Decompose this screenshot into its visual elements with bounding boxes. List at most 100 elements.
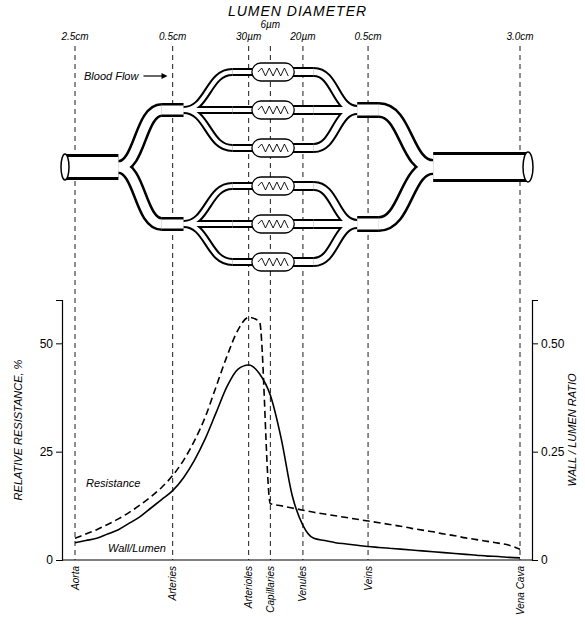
vessel-lumen [232,70,254,74]
vessel-lumen [184,72,233,110]
tick-label: 0.25 [541,445,565,459]
category-label: Veins [363,566,374,591]
tick-label: 0 [541,553,548,567]
y-axis-line [56,301,63,561]
vessel-lumen [292,183,314,189]
tick: 50 [40,337,62,351]
grid-line [172,46,173,560]
tick: 0 [532,553,548,567]
y2-axis-line [533,301,539,561]
vessel-wall [292,257,314,267]
series-label: Resistance [86,477,140,489]
tick-mark [56,343,62,344]
tick: 0.50 [532,337,565,351]
vessel-wall [292,105,314,115]
capillary-loops [258,68,288,76]
vessel-wall [162,217,184,231]
vessel-wall [292,143,314,153]
vessel-wall [292,181,314,191]
tick: 25 [40,445,62,459]
vessel-wall [314,72,357,110]
grid-line [75,46,76,560]
vessel-lumen [184,186,233,224]
vessel-lumen [292,221,314,227]
capillary-loops [258,144,288,152]
vessel-lumen [314,72,357,110]
diameter-label: 6µm [261,19,281,30]
vessel-lumen [292,145,314,151]
vessel-wall [232,258,254,266]
category-label: Capillaries [265,566,276,613]
vessel-lumen [232,260,254,264]
flow-arrow-head [161,73,167,79]
vessel-diagram [61,63,533,271]
vessel-wall [232,68,254,76]
diameter-label: 20µm [289,31,315,42]
vessel-wall [379,110,433,167]
grid-line [368,46,369,560]
tick-label: 0.50 [541,337,565,351]
vessel-wall [184,110,233,148]
plot-area [75,317,520,558]
vessel-lumen [162,106,184,115]
tick-mark [56,560,62,561]
vessel-lumen [232,184,254,188]
vessel-wall [314,224,357,262]
vessel-lumen [314,110,357,148]
title: LUMEN DIAMETER [228,3,367,19]
category-label: Vena Cava [515,566,526,616]
tick-mark [532,560,538,561]
vessel-wall [232,106,254,114]
vessel-lumen [65,157,118,177]
tick-mark [56,452,62,453]
aorta-end [61,154,69,180]
vessel-wall [232,182,254,190]
capillary-loops [258,106,288,114]
vessel-wall [184,186,233,224]
vessel-lumen [232,108,254,112]
vessel-lumen [379,110,433,167]
vena-cava-end [523,152,533,182]
capillary-bed [252,101,294,119]
y2-axis-title: WALL / LUMEN RATIO [566,373,578,487]
category-label: Venules [297,566,308,602]
tick-mark [532,343,538,344]
tick-label: 50 [40,337,54,351]
tick: 0.25 [532,445,565,459]
vessel-lumen [232,222,254,226]
grid-line [520,46,521,560]
vessel-wall [118,110,161,167]
vessel-lumen [314,224,357,262]
vessel-lumen [232,146,254,150]
vessel-lumen [162,220,184,229]
capillary-loops [258,258,288,266]
vessel-lumen [292,259,314,265]
vessel-wall [65,154,118,180]
vessel-wall [292,219,314,229]
x-axis-line [62,559,532,560]
vessel-wall [184,72,233,110]
vessel-wall [314,110,357,148]
vessel-wall [379,167,433,224]
category-label: Arterioles [243,566,254,609]
vessel-lumen [433,155,528,179]
vessel-lumen [292,69,314,75]
diameter-label: 2.5cm [60,31,88,42]
chart: 0255000.250.50LUMEN DIAMETER2.5cm0.5cm30… [0,0,585,643]
series-line [75,365,520,558]
category-label: Aorta [70,566,81,591]
vessel-lumen [379,167,433,224]
capillary-loops [258,182,288,190]
capillary-bed [252,139,294,157]
vessel-lumen [118,167,161,224]
vessel-lumen [184,224,233,262]
grid-line [248,46,249,560]
y-axis-title: RELATIVE RESISTANCE, % [12,359,24,500]
series-label: Wall/Lumen [108,542,166,554]
vessel-wall [162,103,184,117]
capillary-bed [252,253,294,271]
annotation: Blood Flow [84,70,139,82]
vessel-wall [357,216,379,232]
vessel-wall [184,224,233,262]
diameter-label: 3.0cm [506,31,533,42]
